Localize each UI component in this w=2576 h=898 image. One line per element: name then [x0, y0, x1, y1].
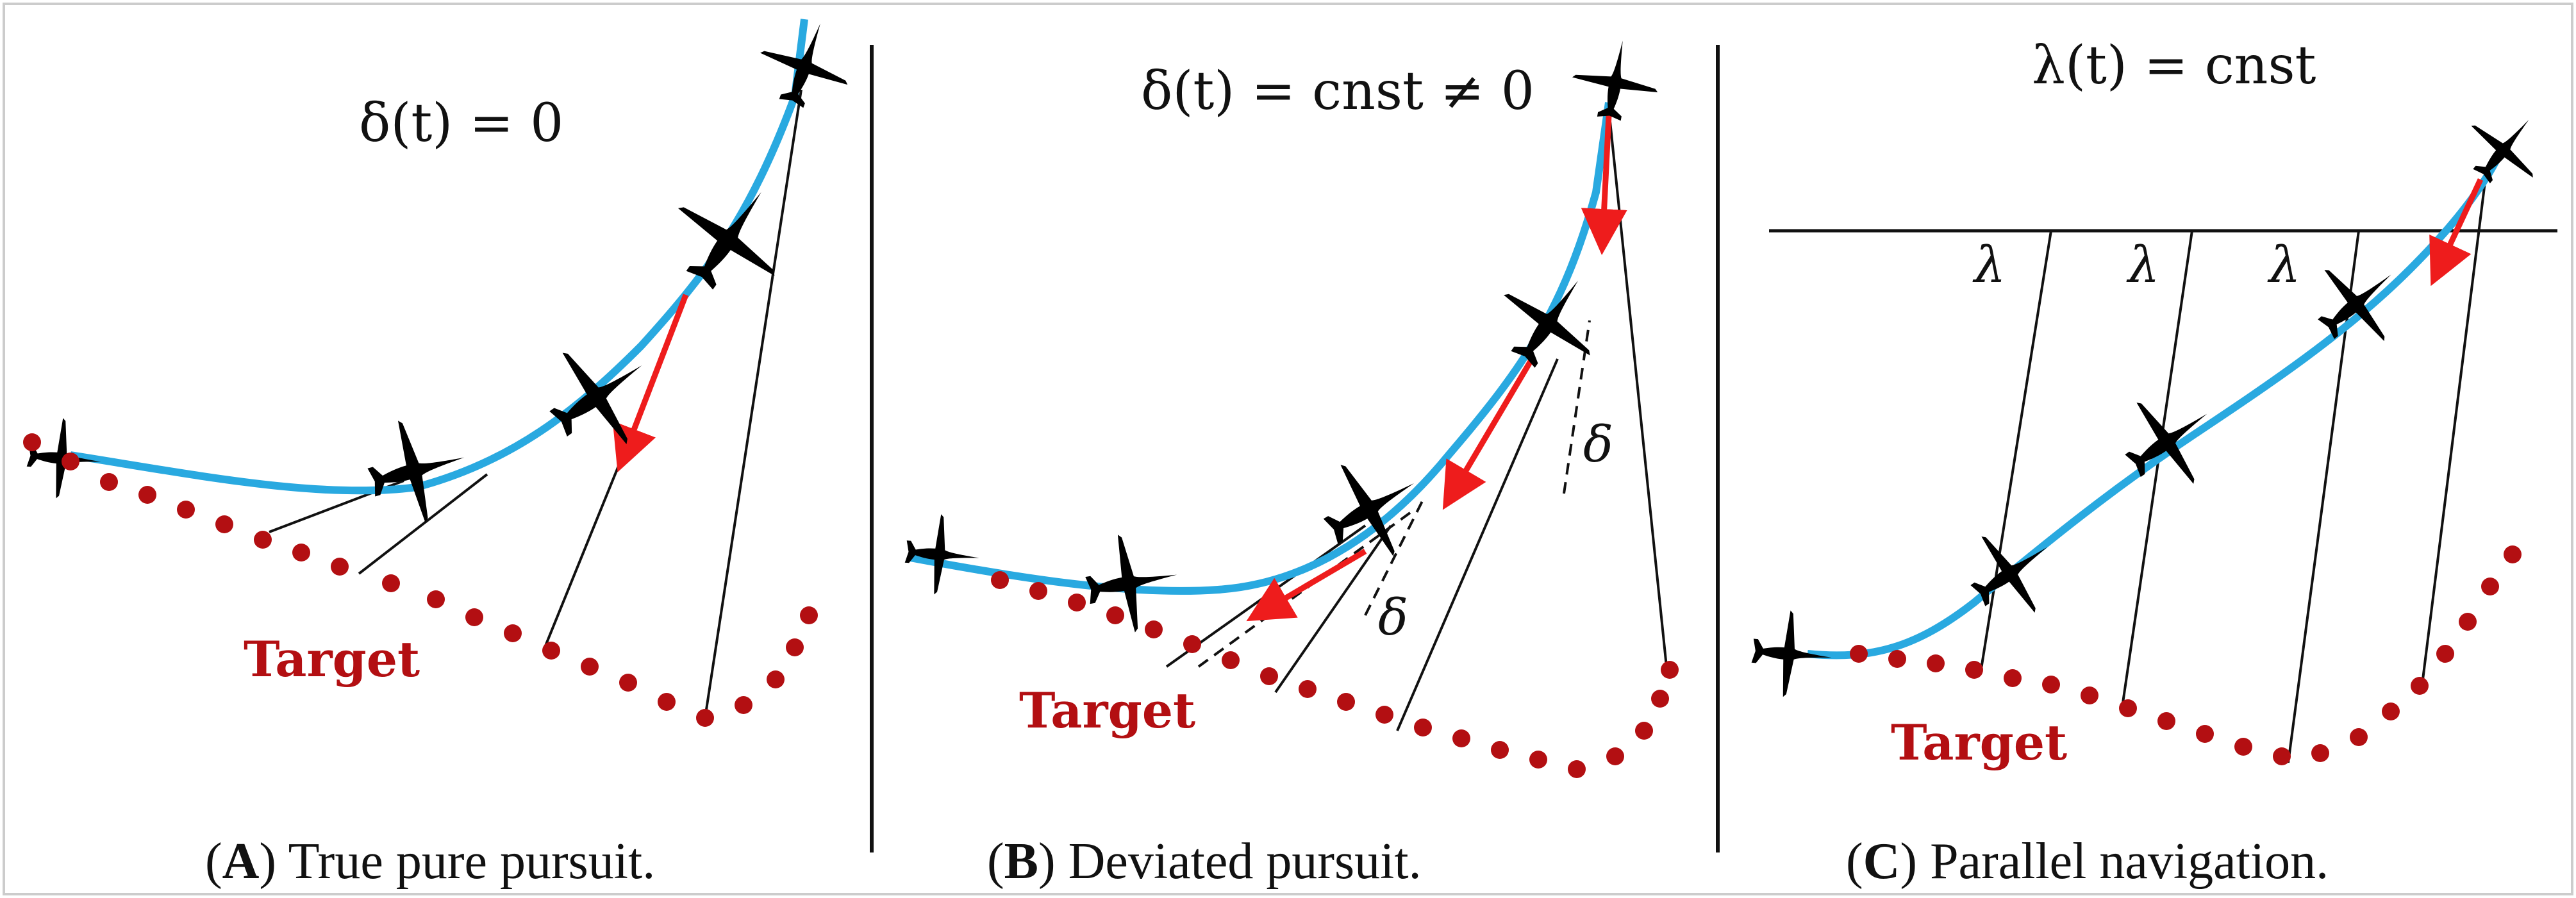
- line-of-sight-lines: [1979, 166, 2488, 763]
- angle-label: λ: [1972, 237, 2006, 294]
- velocity-arrow: [1246, 549, 1367, 622]
- panel-equation: δ(t) = 0: [359, 93, 563, 154]
- angle-label: λ: [2267, 237, 2300, 294]
- panel-caption: (A) True pure pursuit.: [205, 833, 655, 890]
- pursuer-trajectory: [70, 19, 808, 495]
- target-label: Target: [1891, 714, 2067, 771]
- aircraft: [902, 33, 1666, 640]
- caption-letter: C: [1863, 833, 1900, 890]
- target-path: [991, 571, 1679, 778]
- line-of-sight-lines: [269, 89, 802, 719]
- caption-text: Parallel navigation.: [1917, 833, 2329, 890]
- panel-equation: δ(t) = cnst ≠ 0: [1141, 61, 1534, 122]
- velocity-arrow: [1581, 115, 1627, 255]
- target-label: Target: [1019, 682, 1195, 739]
- aircraft: [1749, 94, 2560, 701]
- panel-caption: (B) Deviated pursuit.: [987, 833, 1422, 890]
- caption-text: Deviated pursuit.: [1056, 833, 1422, 890]
- caption-text: True pure pursuit.: [276, 833, 655, 890]
- pursuer-trajectory: [1807, 152, 2504, 660]
- panel-equation: λ(t) = cnst: [2032, 35, 2316, 96]
- target-label: Target: [244, 631, 420, 688]
- caption-letter: A: [222, 833, 260, 890]
- figure-frame: [3, 3, 2573, 895]
- velocity-arrow: [2429, 178, 2484, 287]
- velocity-arrow: [1442, 357, 1534, 510]
- panel-a: δ(t) = 0: [23, 8, 864, 890]
- velocity-arrow: [612, 294, 689, 472]
- aircraft: [24, 8, 864, 533]
- target-path: [1850, 545, 2522, 765]
- deviation-angle-label: δ: [1583, 416, 1613, 474]
- target-path: [23, 433, 818, 727]
- deviation-angle-label: δ: [1378, 589, 1408, 647]
- panel-b: δ(t) = cnst ≠ 0: [902, 33, 1679, 890]
- pursuer-trajectory: [909, 102, 1613, 595]
- panel-c: λ(t) = cnst: [1749, 35, 2560, 890]
- panel-caption: (C) Parallel navigation.: [1846, 833, 2329, 890]
- caption-letter: B: [1004, 833, 1038, 890]
- angle-label: λ: [2126, 237, 2159, 294]
